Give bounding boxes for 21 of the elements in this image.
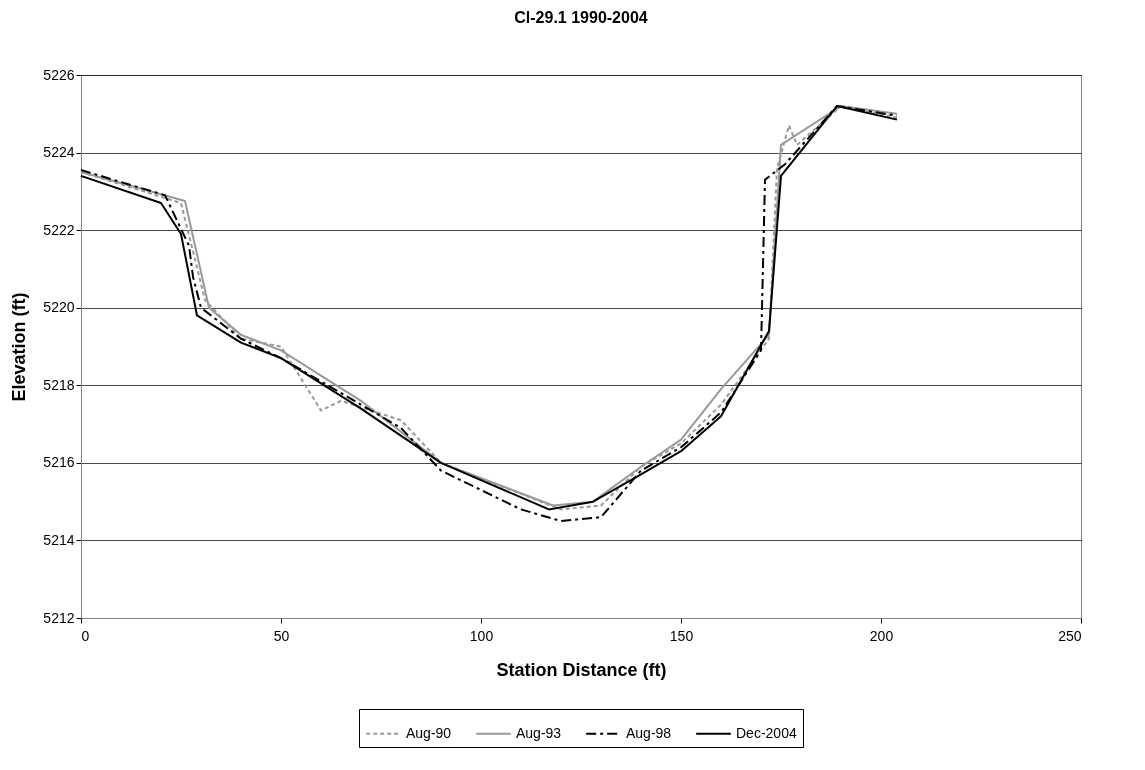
y-tick-label: 5226 — [43, 66, 75, 83]
legend-label: Aug-93 — [516, 724, 562, 741]
y-tick-label: 5212 — [43, 609, 75, 626]
y-tick-label: 5220 — [43, 299, 75, 316]
y-tick-label: 5216 — [43, 454, 75, 471]
x-tick-label: 150 — [669, 627, 694, 644]
legend-label: Aug-90 — [406, 724, 452, 741]
x-tick-label: 0 — [81, 627, 90, 644]
chart-title: Cl-29.1 1990-2004 — [514, 9, 648, 26]
x-tick-label: 200 — [869, 627, 894, 644]
x-tick-label: 50 — [273, 627, 290, 644]
legend-label: Dec-2004 — [736, 724, 797, 741]
x-axis-title: Station Distance (ft) — [496, 659, 667, 680]
x-tick-label: 100 — [469, 627, 494, 644]
legend-label: Aug-98 — [626, 724, 672, 741]
y-tick-label: 5214 — [43, 531, 75, 548]
y-tick-label: 5224 — [43, 144, 75, 161]
y-tick-label: 5218 — [43, 376, 75, 393]
x-tick-label: 250 — [1058, 627, 1082, 644]
y-tick-label: 5222 — [43, 221, 75, 238]
y-axis-title: Elevation (ft) — [9, 292, 30, 402]
